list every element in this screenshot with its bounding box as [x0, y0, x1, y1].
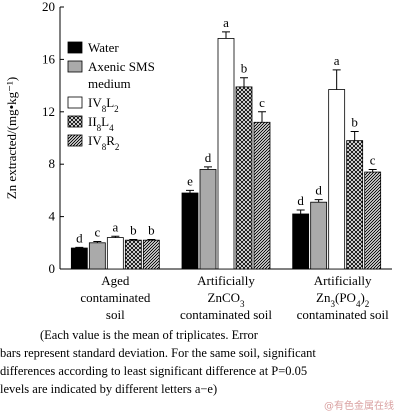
chart: Zn extracted/(mg•kg⁻¹) 0 4 8 12 16 20 Aged cont…	[4, 0, 392, 322]
bar	[199, 169, 217, 270]
note-line: bars represent standard deviation. For t…	[0, 346, 316, 360]
y-tick-label: 4	[49, 209, 56, 224]
legend-swatch	[67, 96, 83, 109]
significance-letter: c	[370, 152, 376, 167]
legend-label: Axenic SMS medium	[88, 59, 155, 91]
significance-letter: a	[112, 219, 118, 234]
significance-letter: a	[334, 53, 340, 68]
significance-letter: d	[205, 150, 212, 165]
bar	[181, 192, 199, 270]
bar	[70, 247, 88, 270]
legend-label: II8L4	[88, 114, 114, 133]
y-tick-label: 12	[42, 104, 55, 119]
x-tick-label: Artificially Zn3(PO4)2 contaminated soil	[297, 273, 389, 322]
error-bar	[204, 166, 212, 170]
bar	[328, 89, 346, 270]
bar	[142, 239, 160, 270]
error-bar	[129, 239, 138, 241]
bar	[124, 239, 142, 270]
error-bar	[147, 239, 156, 241]
error-bar	[240, 77, 248, 87]
significance-letter: c	[94, 224, 100, 239]
significance-letter: d	[315, 183, 322, 198]
error-bar	[368, 168, 377, 173]
watermark: @有色金属在线	[324, 401, 394, 412]
legend-swatch	[67, 41, 83, 54]
significance-letter: a	[223, 15, 229, 30]
legend-swatch	[67, 60, 83, 73]
significance-letter: b	[148, 223, 155, 238]
note-line: differences according to least significa…	[0, 364, 308, 378]
legend-label: IV8L2	[88, 95, 119, 114]
x-tick-label: Artificially ZnCO3 contaminated soil	[180, 273, 272, 322]
bar	[310, 201, 328, 270]
bar	[88, 242, 106, 270]
y-tick-label: 8	[49, 156, 56, 171]
significance-letter: c	[259, 95, 265, 110]
error-bar	[296, 209, 305, 214]
y-tick-label: 0	[49, 261, 56, 276]
bar	[346, 140, 364, 270]
legend-label: Water	[88, 40, 119, 55]
significance-letter: b	[241, 61, 248, 76]
significance-letter: b	[351, 114, 358, 129]
error-bar	[222, 31, 230, 39]
bar	[253, 121, 271, 270]
legend-swatch	[67, 134, 83, 147]
error-bar	[186, 189, 194, 194]
significance-letter: e	[187, 173, 193, 188]
significance-letter: b	[130, 223, 137, 238]
legend-swatch	[67, 115, 83, 128]
error-bar	[75, 246, 84, 249]
significance-letter: d	[297, 193, 304, 208]
x-tick-label: Aged contaminated soil	[80, 273, 151, 322]
bar	[292, 213, 310, 270]
significance-letter: d	[76, 230, 83, 245]
legend-label: IV8R2	[88, 133, 119, 152]
note-line: (Each value is the mean of triplicates. …	[40, 328, 258, 342]
error-bar	[93, 240, 102, 243]
y-tick-label: 20	[42, 0, 55, 14]
y-axis-label: Zn extracted/(mg•kg⁻¹)	[4, 77, 19, 200]
note: (Each value is the mean of triplicates. …	[0, 326, 400, 398]
y-tick-label: 16	[42, 51, 56, 66]
error-bar	[111, 235, 120, 238]
error-bar	[332, 69, 341, 90]
bar	[217, 38, 235, 270]
note-line: levels are indicated by different letter…	[0, 382, 218, 396]
bar	[106, 237, 124, 270]
error-bar	[314, 199, 323, 203]
error-bar	[350, 130, 359, 141]
bar	[235, 86, 253, 270]
error-bar	[258, 111, 266, 123]
bar	[364, 171, 382, 270]
